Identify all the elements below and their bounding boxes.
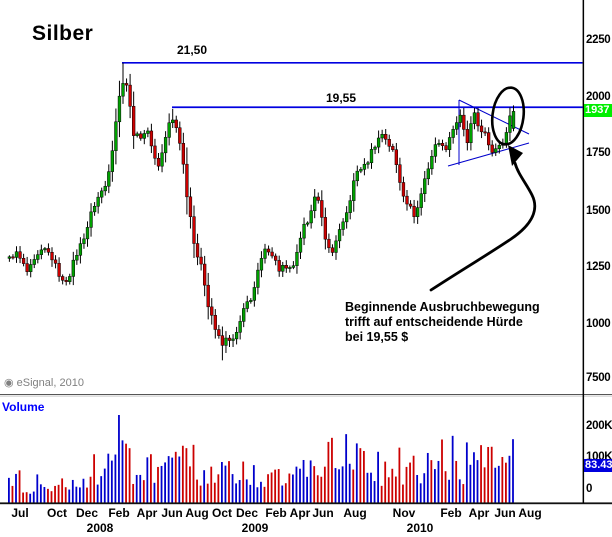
resistance-lines [122, 61, 583, 109]
volume-axis-tick: 0 [586, 483, 593, 495]
time-axis-month-label: Dec [75, 506, 99, 520]
price-axis-tick: 1750 [586, 147, 611, 159]
time-axis-month-label: Feb [440, 506, 462, 520]
time-axis-month-label: Oct [46, 506, 68, 520]
time-axis-month-label: Aug [343, 506, 367, 520]
price-axis-tick: 2000 [586, 91, 611, 103]
resistance-level-label-1955: 19,55 [326, 91, 357, 105]
time-axis-month-label: Jun [494, 506, 516, 520]
price-axis-tick: 7500 [586, 372, 611, 384]
annotation-line: trifft auf entscheidende Hürde [345, 315, 523, 329]
time-axis-month-label: Apr [468, 506, 490, 520]
price-axis-tick: 1000 [586, 318, 611, 330]
time-axis-month-label: Feb [265, 506, 287, 520]
candlestick-series [7, 62, 516, 361]
volume-pane-label: Volume [2, 400, 45, 414]
time-axis-month-label: Aug [185, 506, 209, 520]
time-axis-month-label: Nov [392, 506, 416, 520]
volume-axis-tick: 200K [586, 420, 612, 432]
price-axis-tick: 2250 [586, 34, 611, 46]
time-axis-month-label: Jun [161, 506, 183, 520]
triangle-pattern-lines [447, 99, 530, 167]
volume-bars [8, 415, 514, 503]
pane-borders [0, 0, 612, 505]
time-axis-month-label: Jun [312, 506, 334, 520]
price-axis-tick: 1250 [586, 261, 611, 273]
chart-title: Silber [32, 22, 94, 45]
last-volume-badge: 83.43 [584, 459, 612, 472]
annotation-line: Beginnende Ausbruchbewegung [345, 300, 540, 314]
last-price-badge: 1937 [584, 104, 612, 117]
annotation-line: bei 19,55 $ [345, 330, 409, 344]
time-axis-month-label: Apr [289, 506, 311, 520]
time-axis-month-label: Jul [11, 506, 29, 520]
time-axis-month-label: Aug [518, 506, 542, 520]
time-axis-month-label: Feb [108, 506, 130, 520]
annotation-arrow [429, 145, 537, 292]
breakout-ellipse [490, 86, 526, 146]
price-axis-tick: 1500 [586, 205, 611, 217]
esignal-copyright: ◉ eSignal, 2010 [4, 377, 84, 389]
time-axis-year-label: 2008 [86, 521, 114, 535]
resistance-level-label-2150: 21,50 [177, 43, 208, 57]
time-axis-month-label: Oct [211, 506, 233, 520]
time-axis-month-label: Apr [136, 506, 158, 520]
time-axis-month-label: Dec [235, 506, 259, 520]
analyst-annotation: Beginnende Ausbruchbewegung trifft auf e… [345, 300, 540, 345]
time-axis-year-label: 2009 [241, 521, 269, 535]
time-axis-year-label: 2010 [406, 521, 434, 535]
